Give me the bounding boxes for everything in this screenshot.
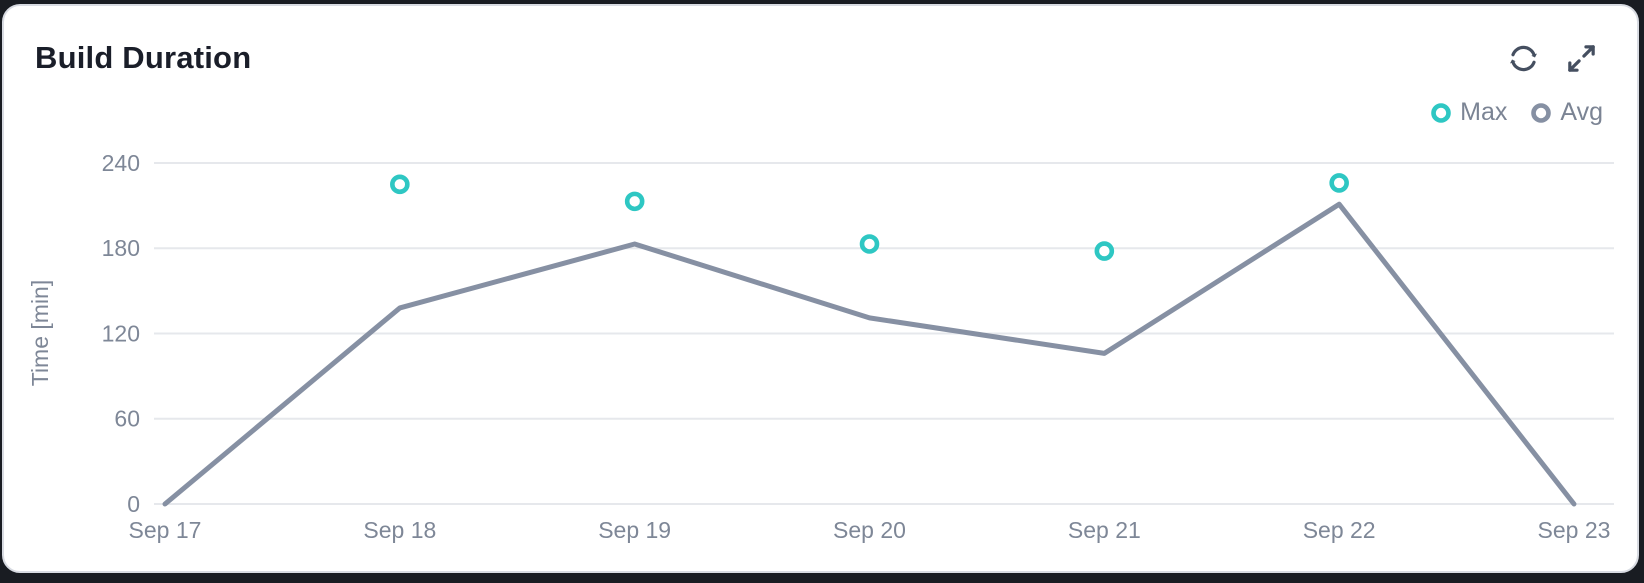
x-tick-label: Sep 17 (129, 517, 202, 543)
x-tick-label: Sep 21 (1068, 517, 1141, 543)
page-title: Build Duration (35, 40, 252, 75)
refresh-icon[interactable] (1506, 41, 1541, 76)
legend-label-avg: Avg (1560, 98, 1603, 126)
y-tick-label: 240 (102, 150, 140, 176)
max-data-point (1094, 241, 1115, 261)
x-tick-label: Sep 23 (1538, 517, 1611, 543)
avg-series-marker-icon (1531, 102, 1552, 123)
avg-line-series (162, 201, 1577, 507)
expand-icon[interactable] (1564, 41, 1599, 76)
x-tick-label: Sep 18 (363, 517, 436, 543)
y-tick-label: 180 (102, 235, 140, 261)
y-tick-label: 120 (102, 320, 140, 346)
y-tick-label: 0 (127, 491, 140, 517)
y-tick-label: 60 (114, 406, 140, 432)
max-data-point (1329, 173, 1349, 193)
max-series-marker-icon (1431, 102, 1451, 123)
x-tick-label: Sep 19 (598, 517, 671, 543)
max-data-point (390, 174, 410, 195)
x-tick-label: Sep 20 (833, 517, 906, 543)
chart-toolbar (1506, 41, 1599, 76)
max-data-point (859, 234, 880, 254)
x-tick-label: Sep 22 (1303, 517, 1376, 543)
y-axis-title: Time [min] (27, 280, 53, 387)
build-duration-card: Build Duration (2, 4, 1639, 573)
max-data-point (624, 191, 645, 212)
legend-item-max[interactable]: Max (1430, 98, 1507, 127)
chart-legend: Max Avg (1430, 98, 1603, 127)
legend-label-max: Max (1460, 98, 1508, 126)
legend-item-avg[interactable]: Avg (1530, 98, 1603, 127)
